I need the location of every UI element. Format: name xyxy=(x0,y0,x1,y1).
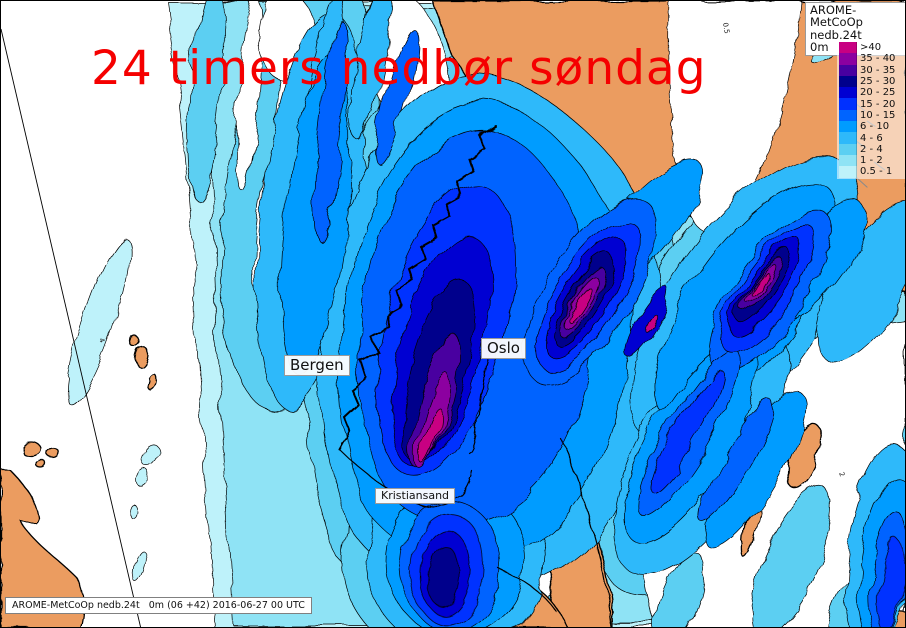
legend-level: 0m xyxy=(810,40,829,55)
svg-text:2: 2 xyxy=(837,471,846,478)
svg-text:0.5: 0.5 xyxy=(721,22,731,34)
legend-row: 2 - 4 xyxy=(839,143,905,155)
svg-text:4: 4 xyxy=(97,337,106,344)
model-run-info: AROME-MetCoOp nedb.24t 0m (06 +42) 2016-… xyxy=(5,597,312,614)
city-label-bergen: Bergen xyxy=(284,355,350,376)
city-label-oslo: Oslo xyxy=(481,338,526,359)
legend-swatch xyxy=(839,98,857,110)
legend-color-scale: >40 35 - 40 30 - 35 25 - 30 20 - 25 15 -… xyxy=(837,41,905,179)
legend-field-name: nedb.24t xyxy=(810,27,862,42)
legend-row: 30 - 35 xyxy=(839,64,905,76)
legend-row: 35 - 40 xyxy=(839,53,905,65)
legend-row: 25 - 30 xyxy=(839,75,905,88)
island-orkney xyxy=(20,441,42,457)
legend-swatch xyxy=(839,109,857,122)
legend-row: 10 - 15 xyxy=(839,109,905,122)
map-title: 24 timers nedbør søndag xyxy=(91,41,707,96)
legend-row: >40 xyxy=(839,42,905,54)
legend-row: 20 - 25 xyxy=(839,87,905,99)
legend-swatch xyxy=(839,121,857,133)
legend-row: 6 - 10 xyxy=(839,121,905,133)
legend-swatch xyxy=(839,75,857,88)
legend-swatch xyxy=(839,53,857,65)
legend-row: 0.5 - 1 xyxy=(839,166,905,178)
legend-swatch xyxy=(839,132,857,144)
island-shetland xyxy=(134,345,148,367)
contour-labels: 0.5 2 4 xyxy=(97,22,846,478)
legend-model-name: AROME-MetCoOp xyxy=(810,3,863,30)
precip-level-gt40 xyxy=(420,273,770,466)
legend-swatch xyxy=(839,64,857,76)
legend-row: 15 - 20 xyxy=(839,98,905,110)
coastline-detail xyxy=(338,100,885,627)
legend-row: 1 - 2 xyxy=(839,154,905,167)
legend-swatch xyxy=(839,143,857,155)
city-label-kristiansand: Kristiansand xyxy=(375,488,456,504)
graticule-line xyxy=(1,28,141,627)
legend-row: 4 - 6 xyxy=(839,132,905,144)
legend-swatch xyxy=(839,154,857,167)
legend-swatch xyxy=(839,166,857,178)
legend-swatch xyxy=(839,42,857,54)
legend-swatch xyxy=(839,87,857,99)
